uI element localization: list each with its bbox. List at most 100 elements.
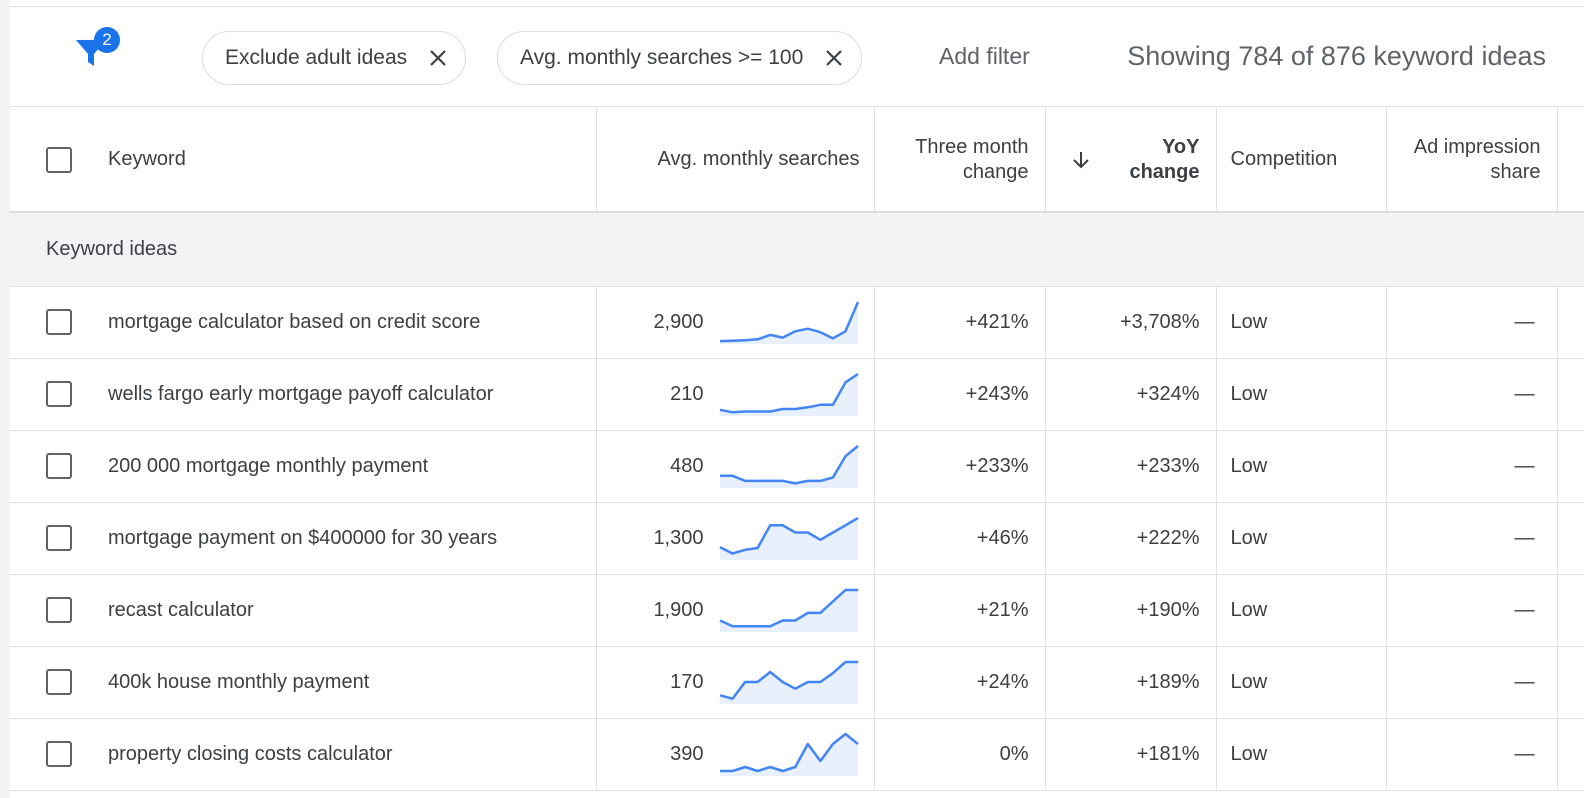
sparkline-line bbox=[719, 732, 859, 773]
cell-keyword: 200 000 mortgage monthly payment bbox=[10, 430, 597, 503]
header-competition-label: Competition bbox=[1230, 148, 1338, 170]
cell-keyword: mortgage payment on $400000 for 30 years bbox=[10, 502, 597, 575]
header-three-month-line2: change bbox=[962, 160, 1029, 183]
sparkline-area bbox=[719, 662, 858, 704]
trend-sparkline[interactable] bbox=[718, 444, 860, 488]
trend-sparkline[interactable] bbox=[718, 372, 860, 416]
trend-sparkline[interactable] bbox=[718, 660, 860, 704]
table-row[interactable]: 200 000 mortgage monthly payment 480 +233%… bbox=[10, 430, 1584, 503]
header-avg-monthly-searches[interactable]: Avg. monthly searches bbox=[596, 108, 875, 212]
cell-ad-impression-share: — bbox=[1386, 286, 1558, 359]
searches-value: 210 bbox=[670, 382, 704, 405]
row-checkbox[interactable] bbox=[46, 669, 72, 695]
cell-competition: Low bbox=[1216, 430, 1387, 503]
group-label: Keyword ideas bbox=[10, 212, 1584, 287]
cell-ad-impression-share: — bbox=[1386, 358, 1558, 431]
row-checkbox[interactable] bbox=[46, 525, 72, 551]
sparkline-area bbox=[719, 446, 858, 488]
left-edge bbox=[0, 0, 10, 798]
keyword-text: wells fargo early mortgage payoff calcul… bbox=[108, 382, 494, 405]
row-checkbox[interactable] bbox=[46, 597, 72, 623]
keyword-text: 400k house monthly payment bbox=[108, 670, 370, 693]
keyword-text: recast calculator bbox=[108, 598, 254, 621]
cell-overflow bbox=[1557, 502, 1584, 575]
cell-overflow bbox=[1557, 718, 1584, 791]
filter-chip-exclude-adult[interactable]: Exclude adult ideas bbox=[202, 31, 467, 85]
header-three-month-change[interactable]: Three month change bbox=[874, 108, 1046, 212]
select-all-checkbox[interactable] bbox=[46, 146, 72, 173]
cell-competition: Low bbox=[1216, 502, 1387, 575]
sparkline-area bbox=[719, 518, 858, 560]
filter-chip-label: Avg. monthly searches >= 100 bbox=[520, 46, 804, 69]
table-row[interactable]: wells fargo early mortgage payoff calcul… bbox=[10, 358, 1584, 431]
cell-keyword: wells fargo early mortgage payoff calcul… bbox=[10, 358, 597, 431]
cell-three-month-change: +24% bbox=[874, 646, 1046, 719]
searches-value: 1,900 bbox=[653, 598, 704, 621]
cell-yoy-change: +181% bbox=[1045, 718, 1217, 791]
close-icon[interactable] bbox=[425, 45, 451, 71]
header-ad-impression-share[interactable]: Ad impression share bbox=[1386, 108, 1558, 212]
arrow-down-icon bbox=[1072, 151, 1089, 168]
cell-ad-impression-share: — bbox=[1386, 718, 1558, 791]
cell-avg-monthly-searches: 2,900 bbox=[596, 286, 875, 359]
searches-value: 390 bbox=[670, 742, 704, 765]
cell-yoy-change: +3,708% bbox=[1045, 286, 1217, 359]
filter-bar: 2 Exclude adult ideas Avg. monthly searc… bbox=[10, 7, 1584, 107]
sparkline-line bbox=[719, 301, 859, 343]
header-ad-impression-line1: Ad impression bbox=[1413, 135, 1541, 158]
cell-overflow bbox=[1557, 286, 1584, 359]
header-yoy-line1: YoY bbox=[1162, 135, 1200, 158]
row-checkbox[interactable] bbox=[46, 741, 72, 767]
table-row[interactable]: mortgage calculator based on credit scor… bbox=[10, 286, 1584, 359]
searches-value: 170 bbox=[670, 670, 704, 693]
cell-avg-monthly-searches: 390 bbox=[596, 718, 875, 791]
cell-three-month-change: +233% bbox=[874, 430, 1046, 503]
cell-three-month-change: +46% bbox=[874, 502, 1046, 575]
cell-competition: Low bbox=[1216, 574, 1387, 647]
sparkline-line bbox=[719, 372, 859, 414]
cell-overflow bbox=[1557, 574, 1584, 647]
close-icon[interactable] bbox=[821, 45, 847, 71]
sparkline-line bbox=[719, 445, 859, 485]
cell-ad-impression-share: — bbox=[1386, 430, 1558, 503]
cell-competition: Low bbox=[1216, 718, 1387, 791]
cell-ad-impression-share: — bbox=[1386, 646, 1558, 719]
row-checkbox[interactable] bbox=[46, 453, 72, 479]
cell-yoy-change: +233% bbox=[1045, 430, 1217, 503]
table-row[interactable]: mortgage payment on $400000 for 30 years… bbox=[10, 502, 1584, 575]
cell-three-month-change: +21% bbox=[874, 574, 1046, 647]
add-filter-button[interactable]: Add filter bbox=[939, 43, 1030, 69]
table-row[interactable]: 400k house monthly payment 170 +24% +189% Lo… bbox=[10, 646, 1584, 719]
trend-sparkline[interactable] bbox=[718, 732, 860, 776]
cell-keyword: property closing costs calculator bbox=[10, 718, 597, 791]
cell-avg-monthly-searches: 170 bbox=[596, 646, 875, 719]
row-checkbox[interactable] bbox=[46, 381, 72, 407]
trend-sparkline[interactable] bbox=[718, 588, 860, 632]
keyword-text: mortgage calculator based on credit scor… bbox=[108, 310, 481, 333]
trend-sparkline[interactable] bbox=[718, 516, 860, 560]
cell-yoy-change: +190% bbox=[1045, 574, 1217, 647]
trend-sparkline[interactable] bbox=[718, 300, 860, 344]
header-keyword: Keyword bbox=[10, 108, 597, 212]
header-overflow bbox=[1557, 108, 1584, 212]
header-yoy-change[interactable]: YoY change bbox=[1045, 108, 1217, 212]
cell-keyword: 400k house monthly payment bbox=[10, 646, 597, 719]
filter-chip-avg-monthly[interactable]: Avg. monthly searches >= 100 bbox=[497, 31, 863, 85]
table-row[interactable]: recast calculator 1,900 +21% +190% Low — bbox=[10, 574, 1584, 647]
cell-avg-monthly-searches: 1,300 bbox=[596, 502, 875, 575]
cell-keyword: mortgage calculator based on credit scor… bbox=[10, 286, 597, 359]
header-ad-impression-line2: share bbox=[1490, 160, 1541, 183]
top-divider bbox=[10, 6, 1584, 7]
filter-chip-label: Exclude adult ideas bbox=[225, 46, 408, 69]
cell-yoy-change: +222% bbox=[1045, 502, 1217, 575]
cell-avg-monthly-searches: 210 bbox=[596, 358, 875, 431]
header-competition[interactable]: Competition bbox=[1216, 108, 1387, 212]
sparkline-line bbox=[718, 588, 858, 628]
results-count: Showing 784 of 876 keyword ideas bbox=[1127, 41, 1546, 71]
table-row[interactable]: property closing costs calculator 390 0% +1… bbox=[10, 718, 1584, 791]
cell-avg-monthly-searches: 1,900 bbox=[596, 574, 875, 647]
keyword-text: 200 000 mortgage monthly payment bbox=[108, 454, 429, 477]
row-checkbox[interactable] bbox=[46, 309, 72, 335]
cell-three-month-change: +243% bbox=[874, 358, 1046, 431]
keyword-text: property closing costs calculator bbox=[108, 742, 393, 765]
